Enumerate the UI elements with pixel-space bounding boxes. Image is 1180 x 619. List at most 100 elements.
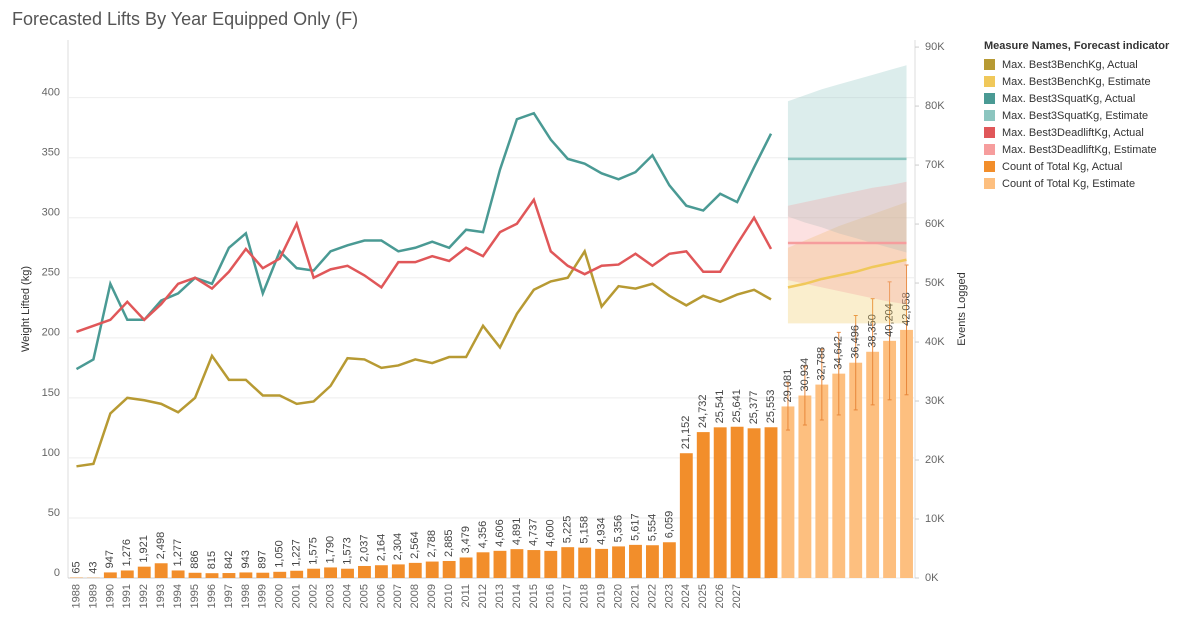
legend-swatch xyxy=(984,127,995,138)
bar xyxy=(425,561,439,578)
bar xyxy=(408,562,422,578)
x-tick-label: 2027 xyxy=(731,584,743,608)
legend-swatch xyxy=(984,110,995,121)
bar-label: 2,164 xyxy=(375,534,387,562)
bar-label: 24,732 xyxy=(697,394,709,428)
x-tick-label: 2026 xyxy=(714,584,726,608)
legend-title: Measure Names, Forecast indicator xyxy=(984,40,1170,52)
x-tick-label: 1993 xyxy=(155,584,167,608)
y-tick-label: 50 xyxy=(48,507,60,519)
y-tick-label: 350 xyxy=(42,147,60,159)
y2-tick-label: 30K xyxy=(925,395,945,407)
bar-label: 947 xyxy=(104,550,116,568)
bar xyxy=(374,565,388,578)
y2-tick-label: 50K xyxy=(925,277,945,289)
bar-label: 25,553 xyxy=(765,390,777,424)
legend-swatch xyxy=(984,76,995,87)
legend-label: Max. Best3SquatKg, Estimate xyxy=(1002,109,1149,122)
y2-tick-label: 80K xyxy=(925,100,945,112)
bar xyxy=(815,384,829,578)
bar-label: 1,227 xyxy=(291,539,303,567)
bar xyxy=(527,550,541,578)
x-tick-label: 2023 xyxy=(663,584,675,608)
x-tick-label: 2007 xyxy=(392,584,404,608)
x-tick-label: 2014 xyxy=(511,584,523,608)
x-tick-label: 1999 xyxy=(257,584,269,608)
line xyxy=(787,258,907,289)
bar-label: 1,790 xyxy=(324,536,336,564)
bar-label: 43 xyxy=(87,561,99,573)
bar-label: 1,276 xyxy=(121,539,133,567)
bar xyxy=(154,563,168,578)
bar-label: 897 xyxy=(257,550,269,568)
bar xyxy=(493,550,507,578)
bar-label: 21,152 xyxy=(680,416,692,450)
bar-label: 4,891 xyxy=(511,518,523,546)
bar-label: 5,617 xyxy=(629,513,641,541)
legend-item: Count of Total Kg, Estimate xyxy=(984,175,1174,192)
x-tick-label: 2011 xyxy=(460,584,472,608)
legend-item: Max. Best3SquatKg, Actual xyxy=(984,90,1174,107)
bar xyxy=(273,571,287,578)
bar-label: 36,496 xyxy=(850,325,862,359)
bar xyxy=(866,351,880,578)
bar-label: 5,225 xyxy=(562,516,574,544)
bar-label: 2,885 xyxy=(443,529,455,557)
bar xyxy=(120,570,134,578)
y-tick-label: 150 xyxy=(42,387,60,399)
x-tick-label: 2005 xyxy=(358,584,370,608)
y-tick-label: 0 xyxy=(54,567,60,579)
bar-label: 42,058 xyxy=(900,292,912,326)
bar-label: 29,081 xyxy=(782,369,794,403)
x-tick-label: 1995 xyxy=(189,584,201,608)
legend-item: Max. Best3BenchKg, Estimate xyxy=(984,73,1174,90)
y2-tick-label: 40K xyxy=(925,336,945,348)
x-tick-label: 2013 xyxy=(494,584,506,608)
legend-label: Count of Total Kg, Actual xyxy=(1002,160,1123,173)
bar xyxy=(256,572,270,578)
bar xyxy=(358,565,371,578)
bar-label: 25,377 xyxy=(748,391,760,425)
x-tick-label: 1992 xyxy=(138,584,150,608)
legend-item: Max. Best3DeadliftKg, Estimate xyxy=(984,141,1174,158)
bar xyxy=(341,568,354,578)
bar xyxy=(629,544,642,578)
x-tick-label: 1996 xyxy=(206,584,218,608)
bar-label: 4,606 xyxy=(494,519,506,547)
bar-label: 5,554 xyxy=(646,514,658,542)
bar xyxy=(137,566,151,578)
bar-label: 1,575 xyxy=(308,537,320,565)
forecast-band xyxy=(787,202,907,324)
bar xyxy=(476,552,490,578)
bar-label: 4,737 xyxy=(528,519,540,547)
bar xyxy=(662,542,676,578)
bar-label: 38,350 xyxy=(867,314,879,348)
y-tick-label: 250 xyxy=(42,267,60,279)
x-tick-label: 2019 xyxy=(596,584,608,608)
legend-item: Max. Best3BenchKg, Actual xyxy=(984,56,1174,73)
bar-label: 2,788 xyxy=(426,530,438,558)
legend-label: Max. Best3DeadliftKg, Estimate xyxy=(1002,143,1157,156)
x-tick-label: 2010 xyxy=(443,584,455,608)
bar-label: 3,479 xyxy=(460,526,472,554)
bar xyxy=(900,329,913,578)
bar xyxy=(324,567,338,578)
bar xyxy=(391,564,405,578)
x-tick-label: 1998 xyxy=(240,584,252,608)
legend-label: Count of Total Kg, Estimate xyxy=(1002,177,1136,190)
x-tick-label: 1994 xyxy=(172,584,184,608)
x-tick-label: 1989 xyxy=(87,584,99,608)
legend-label: Max. Best3BenchKg, Actual xyxy=(1002,58,1138,71)
x-tick-label: 2000 xyxy=(274,584,286,608)
bar-label: 943 xyxy=(240,550,252,568)
bar-label: 6,059 xyxy=(663,511,675,539)
bar xyxy=(544,550,558,578)
x-tick-label: 2002 xyxy=(308,584,320,608)
x-tick-label: 2018 xyxy=(579,584,591,608)
bar xyxy=(730,426,744,578)
x-tick-label: 2006 xyxy=(375,584,387,608)
y2-tick-label: 20K xyxy=(925,454,945,466)
bar xyxy=(883,340,897,578)
bar xyxy=(612,546,625,578)
bar-label: 5,356 xyxy=(612,515,624,543)
